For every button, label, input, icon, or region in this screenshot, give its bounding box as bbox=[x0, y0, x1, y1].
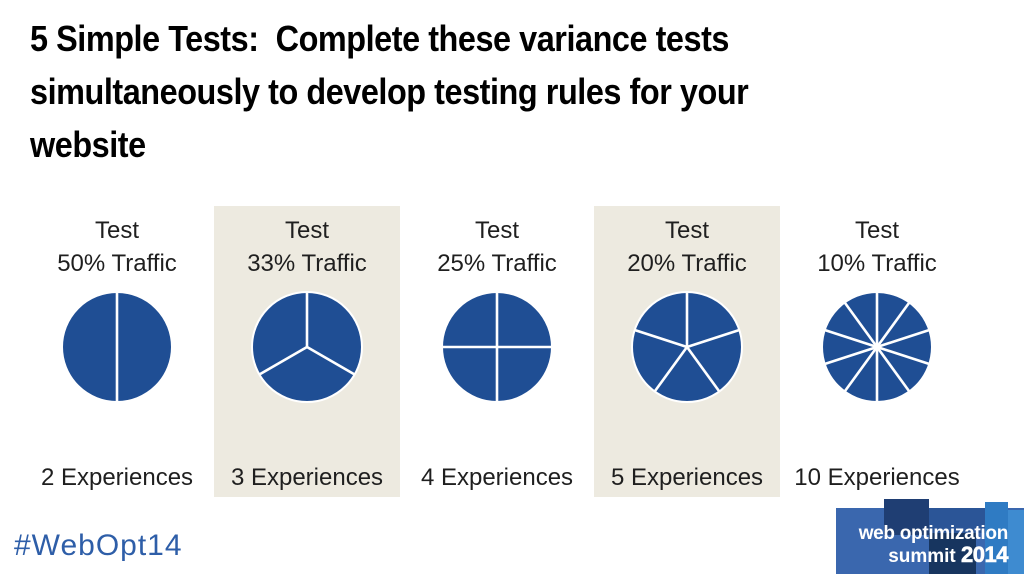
column-header: Test 10% Traffic bbox=[817, 214, 937, 280]
experiences-label: 3 Experiences bbox=[230, 464, 384, 491]
column-header: Test 50% Traffic bbox=[57, 214, 177, 280]
column-header: Test 20% Traffic bbox=[627, 214, 747, 280]
logo-block-brightest bbox=[1008, 510, 1024, 574]
header-line2: 10% Traffic bbox=[817, 250, 937, 277]
header-line1: Test bbox=[664, 217, 709, 244]
pie-chart-20-traffic bbox=[631, 291, 743, 403]
test-columns: Test 50% Traffic 2 Experiences Test 33% Tr… bbox=[24, 206, 970, 497]
pie-chart-10-traffic bbox=[821, 291, 933, 403]
hashtag-webopt14: #WebOpt14 bbox=[14, 529, 183, 562]
header-line2: 20% Traffic bbox=[627, 250, 747, 277]
experiences-label: 5 Experiences bbox=[610, 464, 764, 491]
header-line2: 50% Traffic bbox=[57, 250, 177, 277]
logo-block-mid bbox=[929, 508, 985, 533]
logo-text: web optimization summit 2014 bbox=[858, 523, 1009, 567]
logo-year: 2014 bbox=[961, 542, 1009, 567]
logo-line2: summit 2014 bbox=[859, 542, 1009, 567]
header-line2: 33% Traffic bbox=[247, 250, 367, 277]
logo-line1: web optimization bbox=[858, 523, 1009, 544]
experiences-label: 2 Experiences bbox=[40, 464, 194, 491]
experiences-label: 10 Experiences bbox=[794, 464, 960, 491]
summit-logo: web optimization summit 2014 bbox=[836, 490, 1024, 574]
header-line1: Test bbox=[284, 217, 329, 244]
test-column-20: Test 20% Traffic 5 Experiences bbox=[594, 206, 780, 497]
test-column-50: Test 50% Traffic 2 Experiences bbox=[24, 206, 210, 497]
experiences-label: 4 Experiences bbox=[420, 464, 574, 491]
test-column-33: Test 33% Traffic 3 Experiences bbox=[214, 206, 400, 497]
header-line2: 25% Traffic bbox=[437, 250, 557, 277]
column-header: Test 33% Traffic bbox=[247, 214, 367, 280]
header-line1: Test bbox=[474, 217, 519, 244]
pie-chart-50-traffic bbox=[61, 291, 173, 403]
pie-chart-33-traffic bbox=[251, 291, 363, 403]
test-column-25: Test 25% Traffic 4 Experiences bbox=[404, 206, 590, 497]
logo-block-dark-bottom bbox=[929, 533, 976, 574]
slide-title: 5 Simple Tests: Complete these variance … bbox=[30, 18, 749, 165]
logo-summit: summit bbox=[888, 546, 956, 567]
logo-block-dark-top bbox=[884, 499, 929, 535]
pie-chart-25-traffic bbox=[441, 291, 553, 403]
column-header: Test 25% Traffic bbox=[437, 214, 557, 280]
logo-block-bright bbox=[985, 502, 1008, 574]
header-line1: Test bbox=[94, 217, 139, 244]
test-column-10: Test 10% Traffic 10 Experiences bbox=[784, 206, 970, 497]
header-line1: Test bbox=[854, 217, 899, 244]
